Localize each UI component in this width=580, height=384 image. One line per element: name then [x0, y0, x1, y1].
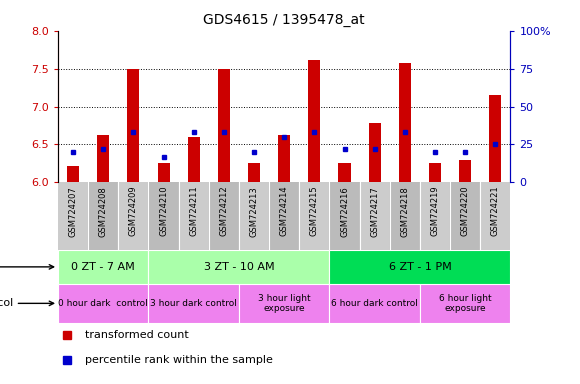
Bar	[450, 182, 480, 250]
Bar	[58, 284, 148, 323]
Text: GSM724215: GSM724215	[310, 186, 319, 237]
Bar	[148, 284, 239, 323]
Bar	[128, 69, 139, 182]
Text: GSM724216: GSM724216	[340, 186, 349, 237]
Text: time: time	[0, 262, 54, 272]
Text: GSM724214: GSM724214	[280, 186, 289, 237]
Text: protocol: protocol	[0, 298, 54, 308]
Text: GSM724208: GSM724208	[99, 186, 108, 237]
Bar	[360, 182, 390, 250]
Bar	[209, 182, 239, 250]
Text: GSM724207: GSM724207	[68, 186, 78, 237]
Bar	[390, 182, 420, 250]
Bar	[158, 164, 169, 182]
Bar	[248, 164, 260, 182]
Bar	[148, 182, 179, 250]
Bar	[58, 182, 88, 250]
Bar	[58, 250, 148, 284]
Text: 0 hour dark  control: 0 hour dark control	[59, 299, 148, 308]
Text: GSM724210: GSM724210	[159, 186, 168, 237]
Bar	[299, 182, 329, 250]
Bar	[88, 182, 118, 250]
Text: percentile rank within the sample: percentile rank within the sample	[85, 355, 273, 365]
Bar	[429, 164, 441, 182]
Bar	[339, 164, 350, 182]
Bar	[218, 69, 230, 182]
Text: GSM724209: GSM724209	[129, 186, 138, 237]
Bar	[369, 123, 380, 182]
Text: 3 hour light
exposure: 3 hour light exposure	[258, 294, 310, 313]
Text: 6 hour light
exposure: 6 hour light exposure	[439, 294, 491, 313]
Bar	[148, 250, 329, 284]
Bar	[97, 136, 109, 182]
Bar	[309, 60, 320, 182]
Bar	[239, 182, 269, 250]
Text: transformed count: transformed count	[85, 330, 189, 340]
Bar	[399, 63, 411, 182]
Text: 6 hour dark control: 6 hour dark control	[331, 299, 418, 308]
Text: GSM724219: GSM724219	[430, 186, 440, 237]
Bar	[480, 182, 510, 250]
Bar	[420, 284, 510, 323]
Bar	[188, 137, 200, 182]
Text: GSM724217: GSM724217	[370, 186, 379, 237]
Bar	[329, 250, 510, 284]
Bar	[239, 284, 329, 323]
Text: 6 ZT - 1 PM: 6 ZT - 1 PM	[389, 262, 451, 272]
Text: GSM724220: GSM724220	[461, 186, 470, 237]
Bar	[490, 95, 501, 182]
Text: 3 hour dark control: 3 hour dark control	[150, 299, 237, 308]
Bar	[118, 182, 148, 250]
Bar	[278, 136, 290, 182]
Text: 0 ZT - 7 AM: 0 ZT - 7 AM	[71, 262, 135, 272]
Text: GSM724213: GSM724213	[249, 186, 259, 237]
Bar	[420, 182, 450, 250]
Bar	[459, 160, 471, 182]
Title: GDS4615 / 1395478_at: GDS4615 / 1395478_at	[204, 13, 365, 27]
Text: GSM724218: GSM724218	[400, 186, 409, 237]
Bar	[269, 182, 299, 250]
Text: GSM724211: GSM724211	[189, 186, 198, 237]
Bar	[67, 166, 79, 182]
Text: GSM724212: GSM724212	[219, 186, 229, 237]
Text: GSM724221: GSM724221	[491, 186, 500, 237]
Bar	[329, 284, 420, 323]
Text: 3 ZT - 10 AM: 3 ZT - 10 AM	[204, 262, 274, 272]
Bar	[179, 182, 209, 250]
Bar	[329, 182, 360, 250]
